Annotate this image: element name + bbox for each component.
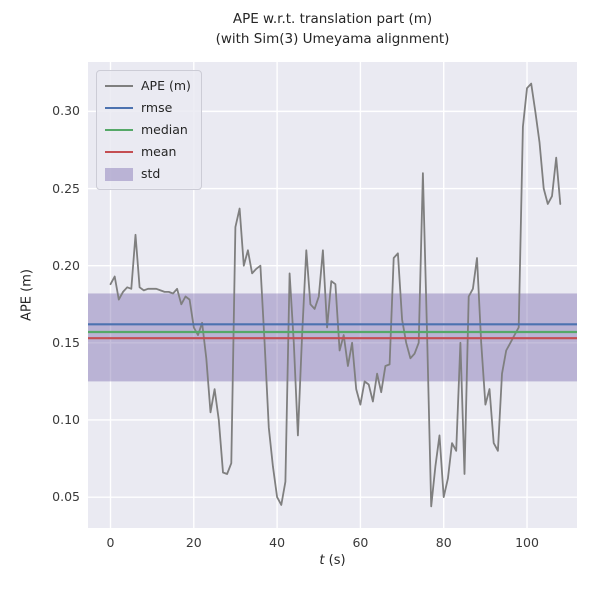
y-tick-label: 0.30: [52, 103, 80, 119]
median-legend-swatch: [105, 129, 133, 131]
ape-legend-swatch: [105, 85, 133, 87]
legend-label: mean: [141, 143, 177, 159]
chart-title-line2: (with Sim(3) Umeyama alignment): [215, 30, 450, 47]
y-tick-label: 0.10: [52, 411, 80, 427]
mean-legend-swatch: [105, 151, 133, 153]
y-tick-label: 0.25: [52, 180, 80, 196]
x-tick-label: 100: [515, 535, 539, 550]
legend-label: rmse: [141, 99, 173, 115]
legend-item-rmse: rmse: [105, 100, 191, 116]
legend-item-ape: APE (m): [105, 78, 191, 94]
x-tick-label: 80: [435, 535, 452, 550]
legend-item-std: std: [105, 166, 191, 182]
x-axis-label: t (s): [88, 553, 577, 568]
x-axis-label-var: t: [319, 553, 325, 568]
x-tick-label: 40: [269, 535, 286, 550]
x-axis-label-unit: (s): [324, 553, 346, 568]
y-tick-label: 0.20: [52, 257, 80, 273]
y-axis-label: APE (m): [19, 269, 35, 321]
x-tick-label: 60: [352, 535, 369, 550]
x-tick-label: 0: [106, 535, 115, 550]
legend-item-mean: mean: [105, 144, 191, 160]
legend-label: median: [141, 121, 188, 137]
legend-label: std: [141, 165, 161, 181]
chart-title: APE w.r.t. translation part (m) (with Si…: [88, 10, 577, 49]
legend-label: APE (m): [141, 77, 191, 93]
x-tick-label: 20: [185, 535, 202, 550]
chart-title-line1: APE w.r.t. translation part (m): [232, 11, 433, 27]
y-tick-label: 0.05: [52, 489, 80, 505]
legend: APE (m) rmse median mean std: [96, 70, 202, 190]
legend-item-median: median: [105, 122, 191, 138]
std-legend-swatch: [105, 167, 133, 181]
rmse-legend-swatch: [105, 107, 133, 109]
y-tick-label: 0.15: [52, 334, 80, 350]
